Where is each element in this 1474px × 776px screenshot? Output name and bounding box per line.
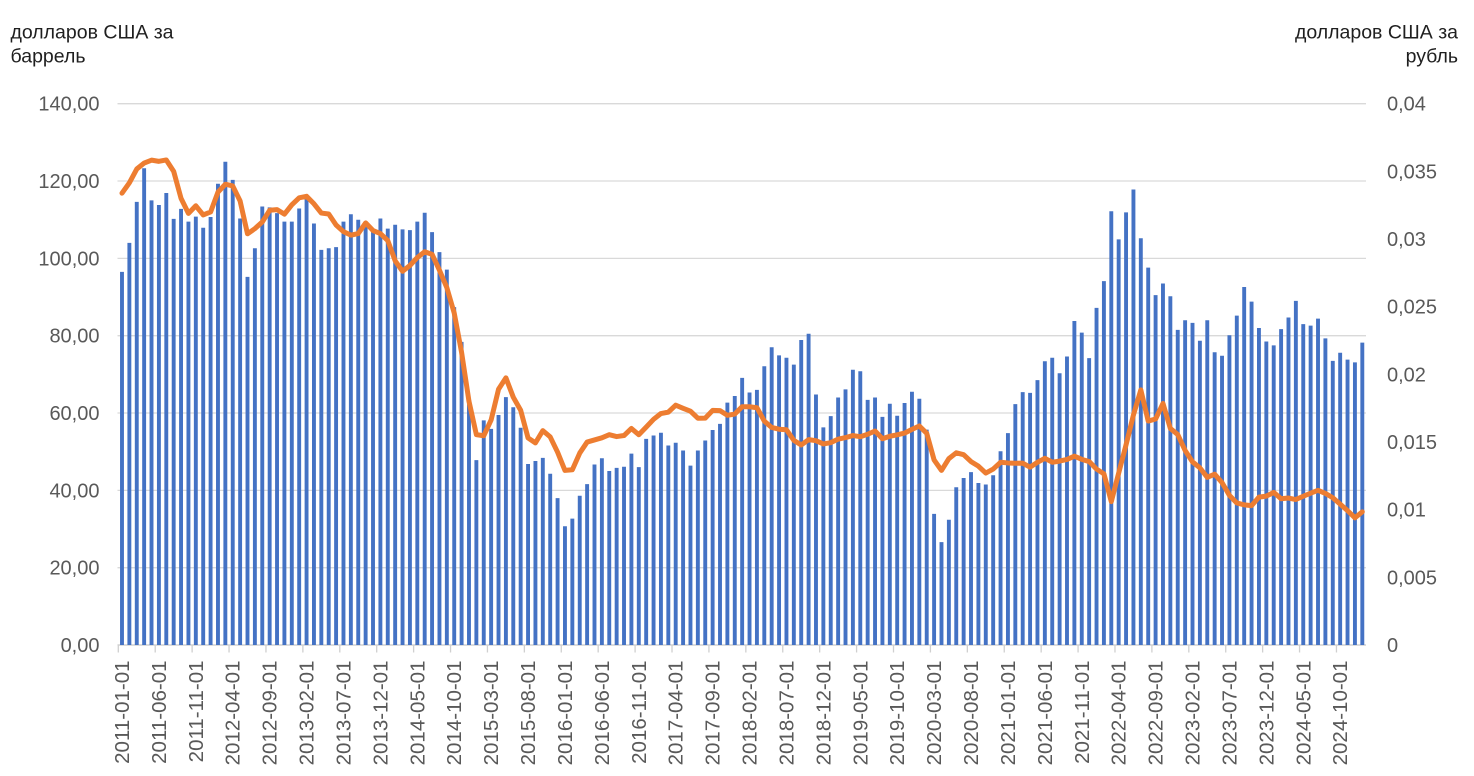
svg-text:2020-08-01: 2020-08-01 bbox=[960, 661, 983, 766]
svg-text:2013-02-01: 2013-02-01 bbox=[296, 661, 319, 766]
svg-text:2016-01-01: 2016-01-01 bbox=[554, 661, 577, 766]
svg-text:0,02: 0,02 bbox=[1387, 364, 1426, 386]
svg-text:0,00: 0,00 bbox=[61, 635, 100, 657]
svg-text:20,00: 20,00 bbox=[49, 558, 99, 580]
svg-text:2020-03-01: 2020-03-01 bbox=[923, 661, 946, 766]
svg-text:2015-08-01: 2015-08-01 bbox=[517, 661, 540, 766]
svg-text:60,00: 60,00 bbox=[49, 403, 99, 425]
svg-text:100,00: 100,00 bbox=[38, 248, 99, 270]
svg-text:2017-04-01: 2017-04-01 bbox=[665, 661, 688, 766]
svg-text:рубль: рубль bbox=[1406, 46, 1458, 68]
svg-text:2023-12-01: 2023-12-01 bbox=[1255, 661, 1278, 766]
svg-text:0,015: 0,015 bbox=[1387, 432, 1437, 454]
svg-text:2016-11-01: 2016-11-01 bbox=[628, 661, 651, 764]
svg-text:долларов США за: долларов США за bbox=[1295, 22, 1458, 44]
svg-text:0,035: 0,035 bbox=[1387, 161, 1437, 183]
svg-text:2018-07-01: 2018-07-01 bbox=[775, 661, 798, 766]
svg-text:0,005: 0,005 bbox=[1387, 567, 1437, 589]
svg-text:2021-01-01: 2021-01-01 bbox=[997, 661, 1020, 766]
svg-text:баррель: баррель bbox=[11, 46, 86, 68]
svg-text:2018-02-01: 2018-02-01 bbox=[739, 661, 762, 766]
svg-text:0,03: 0,03 bbox=[1387, 229, 1426, 251]
svg-text:2024-05-01: 2024-05-01 bbox=[1292, 661, 1315, 766]
svg-text:2019-10-01: 2019-10-01 bbox=[886, 661, 909, 766]
svg-text:0,01: 0,01 bbox=[1387, 500, 1426, 522]
svg-text:2022-09-01: 2022-09-01 bbox=[1145, 661, 1168, 766]
svg-text:2013-12-01: 2013-12-01 bbox=[369, 661, 392, 766]
svg-text:2024-10-01: 2024-10-01 bbox=[1329, 661, 1352, 766]
svg-text:0,025: 0,025 bbox=[1387, 297, 1437, 319]
svg-text:2012-09-01: 2012-09-01 bbox=[259, 661, 282, 766]
svg-text:2014-10-01: 2014-10-01 bbox=[443, 661, 466, 766]
svg-text:2016-06-01: 2016-06-01 bbox=[591, 661, 614, 766]
svg-text:2021-06-01: 2021-06-01 bbox=[1034, 661, 1057, 766]
svg-text:2023-02-01: 2023-02-01 bbox=[1182, 661, 1205, 766]
svg-text:2014-05-01: 2014-05-01 bbox=[406, 661, 429, 766]
svg-text:80,00: 80,00 bbox=[49, 326, 99, 348]
svg-text:2017-09-01: 2017-09-01 bbox=[702, 661, 725, 766]
svg-text:140,00: 140,00 bbox=[38, 94, 99, 116]
svg-text:2019-05-01: 2019-05-01 bbox=[849, 661, 872, 766]
svg-text:долларов США за: долларов США за bbox=[11, 22, 174, 44]
svg-text:40,00: 40,00 bbox=[49, 480, 99, 502]
svg-text:2023-07-01: 2023-07-01 bbox=[1218, 661, 1241, 766]
svg-text:2021-11-01: 2021-11-01 bbox=[1071, 661, 1094, 764]
svg-text:2011-01-01: 2011-01-01 bbox=[111, 661, 134, 764]
svg-text:2022-04-01: 2022-04-01 bbox=[1108, 661, 1131, 766]
svg-text:2015-03-01: 2015-03-01 bbox=[480, 661, 503, 766]
svg-text:2012-04-01: 2012-04-01 bbox=[222, 661, 245, 766]
svg-text:0,04: 0,04 bbox=[1387, 94, 1426, 116]
svg-text:0: 0 bbox=[1387, 635, 1398, 657]
svg-text:2013-07-01: 2013-07-01 bbox=[332, 661, 355, 766]
svg-text:2011-06-01: 2011-06-01 bbox=[148, 661, 171, 764]
svg-text:2011-11-01: 2011-11-01 bbox=[185, 661, 208, 763]
svg-text:2018-12-01: 2018-12-01 bbox=[812, 661, 835, 766]
svg-text:120,00: 120,00 bbox=[38, 171, 99, 193]
